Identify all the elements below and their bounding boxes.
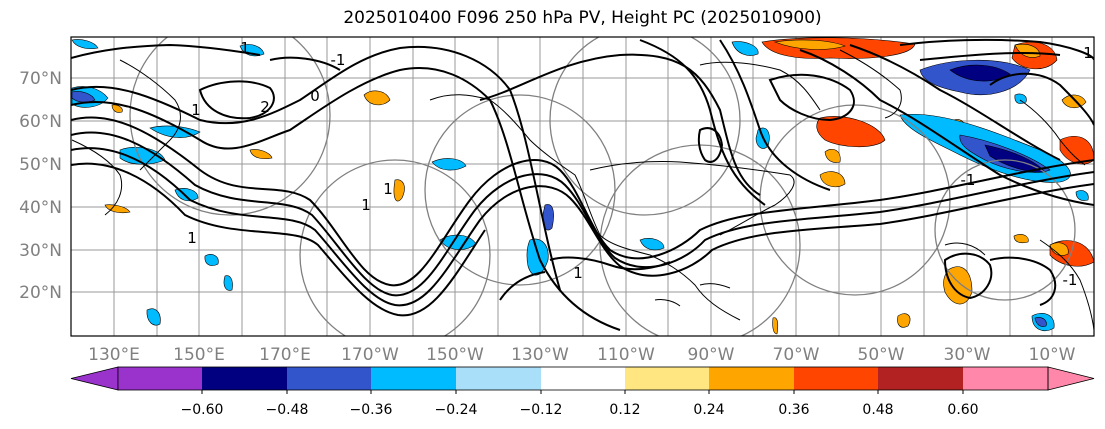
colorbar-extend-max (1047, 366, 1095, 391)
colorbar-segment (963, 367, 1048, 390)
colorbar-segment (878, 367, 963, 390)
colorbar-tick-label: −0.12 (520, 402, 563, 418)
contour-label: 1 (187, 229, 197, 247)
colorbar-tick-label: −0.24 (435, 402, 478, 418)
longitude-label: 150°E (173, 345, 225, 365)
longitude-label: 10°W (1029, 345, 1076, 365)
contour-label: 1 (573, 264, 583, 282)
latitude-label: 20°N (19, 283, 62, 303)
contour-label: -1 (1063, 271, 1078, 289)
colorbar-segment (456, 367, 541, 390)
map-title: 2025010400 F096 250 hPa PV, Height PC (2… (343, 8, 822, 28)
colorbar-tick-label: 0.36 (778, 402, 809, 418)
colorbar-tick-label: 0.24 (693, 402, 724, 418)
colorbar-segment (202, 367, 287, 390)
colorbar-extend-min (70, 366, 119, 391)
colorbar-tick-label: 0.60 (947, 402, 978, 418)
latitude-label: 40°N (19, 198, 62, 218)
latitude-label: 70°N (19, 69, 62, 89)
colorbar-segment (118, 367, 202, 390)
latitude-label: 60°N (19, 112, 62, 132)
longitude-label: 50°W (858, 345, 905, 365)
colorbar-segment (709, 367, 794, 390)
contour-label: 0 (310, 87, 320, 105)
longitude-label: 170°W (341, 345, 399, 365)
contour-label: 1 (191, 101, 201, 119)
colorbar-tick-label: −0.48 (266, 402, 309, 418)
longitude-label: 90°W (688, 345, 735, 365)
contour-label: 1 (240, 39, 250, 57)
latitude-label: 50°N (19, 155, 62, 175)
colorbar-segment (625, 367, 709, 390)
longitude-label: 170°E (259, 345, 311, 365)
longitude-label: 110°W (597, 345, 655, 365)
longitude-label: 130°W (511, 345, 569, 365)
contour-label: -1 (331, 51, 346, 69)
colorbar-segment (794, 367, 878, 390)
contour-label: 1 (1083, 44, 1093, 62)
contour-label: -1 (961, 171, 976, 189)
contour-label: 1 (361, 196, 371, 214)
colorbar-tick-label: −0.36 (350, 402, 393, 418)
colorbar-tick-label: 0.48 (862, 402, 893, 418)
longitude-label: 150°W (426, 345, 484, 365)
contour-label: 2 (260, 98, 270, 116)
map-border (70, 36, 1095, 337)
height-contours (71, 38, 1094, 331)
coastlines (71, 49, 1094, 331)
longitude-label: 70°W (773, 345, 820, 365)
graticule (71, 37, 1094, 336)
colorbar-tick-label: 0.12 (609, 402, 640, 418)
longitude-label: 30°W (944, 345, 991, 365)
latitude-label: 30°N (19, 241, 62, 261)
contour-label: 1 (383, 180, 393, 198)
colorbar-tick-label: −0.60 (181, 402, 224, 418)
colorbar-segment (287, 367, 371, 390)
longitude-label: 130°E (88, 345, 140, 365)
colorbar-segment (541, 367, 625, 390)
colorbar: −0.60 −0.48 −0.36 −0.24 −0.12 0.12 0.24 0.36 0.4… (70, 366, 1095, 418)
longitude-labels: 130°E 150°E 170°E 170°W 150°W 130°W 110°W 90°W 7… (88, 345, 1076, 365)
colorbar-segment (371, 367, 456, 390)
latitude-labels: 70°N 60°N 50°N 40°N 30°N 20°N (19, 69, 62, 303)
